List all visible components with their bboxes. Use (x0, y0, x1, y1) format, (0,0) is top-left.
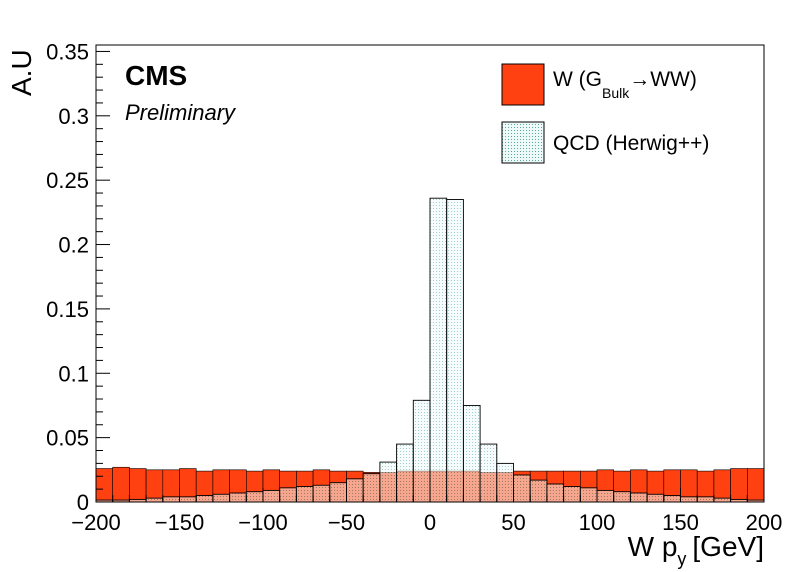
y-tick-label-6: 0.3 (58, 104, 89, 129)
y-tick-label-7: 0.35 (46, 39, 89, 64)
bar-qcd-5 (179, 496, 197, 503)
bar-qcd-7 (212, 493, 231, 503)
x-axis-title-main: W p (628, 531, 678, 562)
bar-w-3 (145, 469, 164, 503)
x-tick-label-8: 200 (746, 510, 783, 535)
x-axis-tick-labels: −200 −150 −100 −50 0 50 100 150 200 (71, 510, 782, 535)
y-tick-label-2: 0.1 (58, 361, 89, 386)
bar-qcd-24 (496, 462, 514, 503)
bar-qcd-35 (680, 496, 698, 503)
bar-qcd-17 (379, 461, 398, 503)
x-tick-label-3: −50 (328, 510, 365, 535)
x-tick-label-1: −150 (155, 510, 205, 535)
bar-qcd-14 (329, 482, 347, 503)
legend-label-w-suffix: →WW) (629, 68, 697, 91)
legend-swatch-qcd (501, 121, 545, 164)
bar-w-0 (95, 468, 114, 503)
y-tick-label-1: 0.05 (46, 426, 89, 451)
bar-qcd-34 (663, 495, 681, 503)
cms-label: CMS (125, 60, 187, 91)
bar-qcd-25 (513, 474, 531, 503)
bar-qcd-32 (629, 492, 648, 503)
x-axis-title-sub: y (677, 549, 686, 569)
bar-w-1 (112, 466, 130, 503)
legend-label-w: W (GBulk→WW) (553, 68, 697, 101)
bar-w-38 (730, 468, 748, 503)
legend: W (GBulk→WW) QCD (Herwig++) (501, 63, 709, 164)
legend-swatch-w (501, 63, 545, 106)
bar-qcd-10 (262, 489, 281, 503)
bar-qcd-9 (245, 491, 264, 503)
y-axis-tick-labels: 0 0.05 0.1 0.15 0.2 0.25 0.3 0.35 (46, 39, 89, 515)
bar-qcd-22 (462, 405, 481, 503)
bar-qcd-18 (396, 443, 414, 503)
bar-qcd-11 (279, 487, 297, 503)
bar-qcd-21 (446, 199, 464, 503)
preliminary-label: Preliminary (125, 100, 237, 125)
bar-qcd-23 (479, 443, 498, 503)
bar-qcd-28 (563, 486, 581, 503)
bar-qcd-31 (613, 491, 631, 503)
bar-qcd-3 (145, 497, 164, 503)
bar-qcd-33 (646, 493, 665, 503)
x-tick-label-7: 150 (662, 510, 699, 535)
legend-label-qcd: QCD (Herwig++) (553, 132, 709, 155)
y-tick-label-0: 0 (77, 490, 89, 515)
x-tick-label-6: 100 (579, 510, 616, 535)
bar-qcd-36 (696, 496, 715, 503)
x-tick-label-5: 50 (501, 510, 525, 535)
bar-qcd-29 (579, 487, 598, 503)
bar-w-37 (713, 469, 731, 503)
bar-qcd-19 (412, 399, 431, 503)
y-axis-ticks (96, 50, 110, 503)
x-tick-label-0: −200 (71, 510, 121, 535)
bar-qcd-4 (162, 496, 180, 503)
x-tick-label-2: −100 (238, 510, 288, 535)
bar-qcd-8 (229, 492, 247, 503)
legend-label-w-sub: Bulk (602, 85, 630, 101)
bar-qcd-12 (295, 486, 314, 503)
bar-qcd-20 (429, 197, 448, 503)
x-axis-title: W py [GeV] (628, 531, 764, 569)
bar-qcd-16 (362, 473, 381, 503)
legend-label-w-main: W (G (553, 68, 602, 91)
y-axis-title: A.U (6, 49, 37, 96)
y-tick-label-5: 0.25 (46, 168, 89, 193)
y-tick-label-3: 0.15 (46, 297, 89, 322)
bar-qcd-30 (596, 489, 615, 503)
x-axis-ticks (95, 488, 765, 502)
bar-qcd-13 (312, 484, 331, 503)
bar-qcd-26 (529, 479, 548, 503)
bar-qcd-6 (195, 495, 214, 503)
bar-w-2 (129, 468, 147, 503)
x-axis-title-unit: [GeV] (692, 531, 764, 562)
bar-qcd-27 (546, 483, 565, 503)
bar-w-39 (746, 468, 765, 503)
bar-qcd-15 (346, 478, 364, 503)
x-tick-label-4: 0 (424, 510, 436, 535)
y-tick-label-4: 0.2 (58, 233, 89, 258)
bar-qcd-37 (713, 497, 732, 503)
